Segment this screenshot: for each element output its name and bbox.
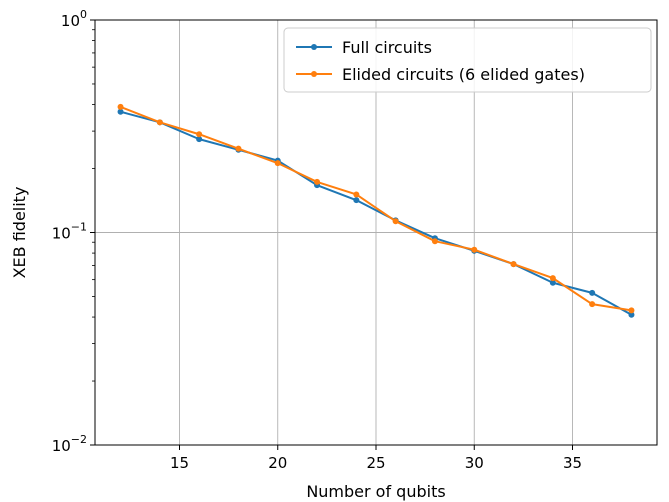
data-point — [628, 311, 635, 318]
x-tick-label: 35 — [563, 454, 582, 472]
legend-marker — [311, 44, 317, 50]
y-tick-label: 100 — [61, 8, 87, 30]
y-tick-label: 10−1 — [52, 221, 87, 243]
data-point — [549, 275, 556, 282]
data-point — [156, 119, 163, 126]
y-tick-label: 10−2 — [52, 433, 87, 455]
legend-marker — [311, 71, 317, 77]
x-axis-label: Number of qubits — [306, 482, 445, 501]
data-point — [589, 301, 596, 308]
legend-box — [283, 27, 652, 93]
data-point — [510, 261, 517, 268]
data-point — [314, 178, 321, 185]
y-axis-label: XEB fidelity — [10, 187, 29, 279]
data-point — [471, 246, 478, 253]
data-point — [353, 191, 360, 198]
series-line — [120, 110, 632, 316]
x-tick-label: 15 — [170, 454, 189, 472]
series-lines — [117, 103, 635, 318]
data-point — [117, 103, 124, 110]
data-point — [628, 307, 635, 314]
data-point — [431, 238, 438, 245]
data-point — [392, 218, 399, 225]
x-tick-label: 20 — [268, 454, 287, 472]
data-point — [117, 108, 124, 115]
x-tick-label: 30 — [465, 454, 484, 472]
data-point — [589, 289, 596, 296]
series-elided-circuits — [117, 103, 635, 314]
x-tick-label: 25 — [366, 454, 385, 472]
axis-ticks: 15 20 25 30 35 100 10−1 10−2 — [52, 8, 582, 472]
series-line — [120, 105, 632, 312]
data-point — [196, 131, 203, 138]
legend: Full circuits Elided circuits (6 elided g… — [283, 27, 652, 93]
data-point — [353, 197, 360, 204]
legend-label: Full circuits — [342, 38, 432, 57]
data-point — [274, 160, 281, 167]
legend-label: Elided circuits (6 elided gates) — [342, 65, 585, 84]
data-point — [196, 136, 203, 143]
data-point — [235, 145, 242, 152]
data-point — [549, 279, 556, 286]
